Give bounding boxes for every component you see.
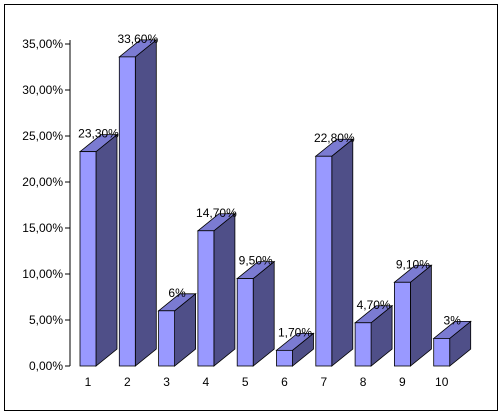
y-tick-label: 20,00% bbox=[22, 175, 63, 189]
bar bbox=[354, 322, 372, 367]
bar-side bbox=[134, 39, 157, 367]
x-tick-label: 8 bbox=[360, 375, 367, 389]
bar bbox=[158, 310, 176, 367]
y-tick-label: 25,00% bbox=[22, 129, 63, 143]
data-label: 6% bbox=[168, 286, 186, 300]
x-tick-label: 10 bbox=[435, 375, 449, 389]
x-tick-label: 7 bbox=[320, 375, 327, 389]
bar bbox=[236, 278, 254, 367]
x-tick-label: 6 bbox=[281, 375, 288, 389]
data-label: 1,70% bbox=[278, 325, 312, 339]
bar-side bbox=[95, 133, 118, 367]
data-label: 3% bbox=[444, 313, 462, 327]
y-tick-label: 0,00% bbox=[29, 359, 63, 373]
bar-side bbox=[409, 264, 432, 367]
y-tick-label: 10,00% bbox=[22, 267, 63, 281]
bar bbox=[315, 155, 333, 367]
bar bbox=[276, 349, 293, 367]
bar-side bbox=[331, 138, 354, 367]
bar-side bbox=[213, 212, 236, 367]
data-label: 9,50% bbox=[239, 254, 273, 268]
data-label: 22,80% bbox=[314, 131, 355, 145]
bar bbox=[79, 151, 97, 367]
y-tick-label: 15,00% bbox=[22, 221, 63, 235]
bar bbox=[197, 230, 215, 367]
data-label: 4,70% bbox=[357, 298, 391, 312]
x-tick-label: 9 bbox=[399, 375, 406, 389]
x-tick-label: 2 bbox=[124, 375, 131, 389]
data-label: 33,60% bbox=[117, 32, 158, 46]
x-tick-label: 1 bbox=[85, 375, 92, 389]
data-label: 9,10% bbox=[396, 257, 430, 271]
x-tick-label: 5 bbox=[242, 375, 249, 389]
bar bbox=[118, 56, 136, 367]
y-tick-label: 5,00% bbox=[29, 313, 63, 327]
y-tick-label: 35,00% bbox=[22, 37, 63, 51]
data-label: 23,30% bbox=[78, 127, 119, 141]
bar-side bbox=[252, 260, 275, 367]
bar bbox=[393, 281, 411, 367]
x-tick-label: 3 bbox=[163, 375, 170, 389]
data-label: 14,70% bbox=[196, 206, 237, 220]
bar bbox=[433, 337, 451, 367]
x-tick-label: 4 bbox=[203, 375, 210, 389]
y-tick-label: 30,00% bbox=[22, 83, 63, 97]
